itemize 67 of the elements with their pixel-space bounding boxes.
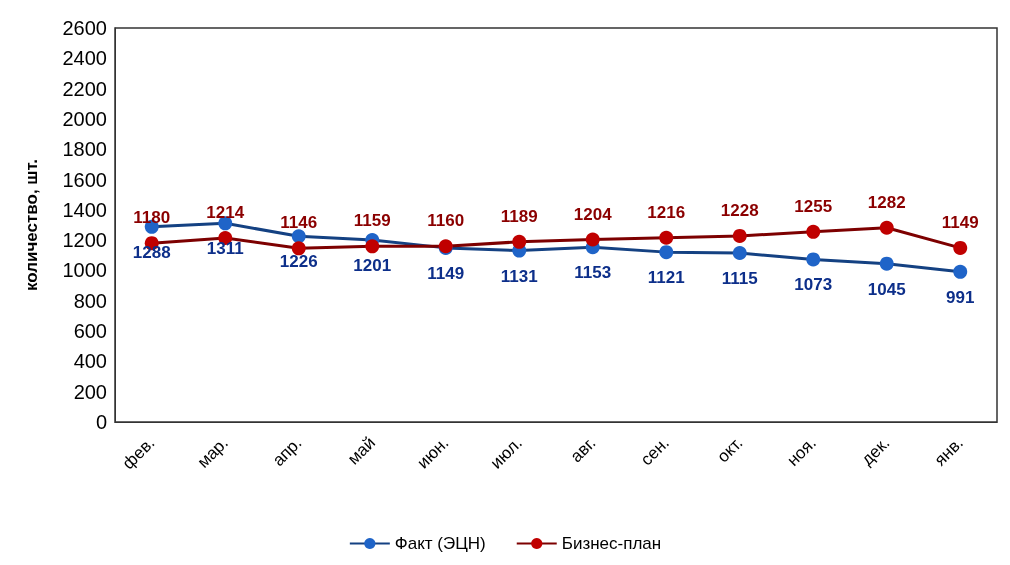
point xyxy=(879,256,894,271)
data-label: 1160 xyxy=(427,211,465,231)
point xyxy=(512,234,527,249)
y-tick-label: 600 xyxy=(73,320,107,343)
x-tick-label: фев. xyxy=(118,433,159,473)
y-tick-label: 2600 xyxy=(62,17,107,39)
data-label: 1201 xyxy=(353,256,392,275)
data-label: 1189 xyxy=(500,206,538,226)
point xyxy=(732,246,747,261)
data-label: 1311 xyxy=(206,239,244,259)
data-label: 1045 xyxy=(867,279,906,299)
y-axis-title: количество, шт. xyxy=(22,158,41,292)
data-label: 1121 xyxy=(647,268,685,288)
point xyxy=(953,264,968,279)
data-label: 1228 xyxy=(720,200,759,220)
y-tick-label: 2400 xyxy=(62,47,107,70)
point xyxy=(659,245,674,260)
y-tick-label: 1000 xyxy=(62,259,107,282)
data-label: 1131 xyxy=(500,266,538,286)
data-label: 1073 xyxy=(794,275,833,295)
y-tick-label: 2200 xyxy=(62,77,107,100)
data-label: 1216 xyxy=(647,202,686,222)
data-label: 1149 xyxy=(941,212,979,232)
y-tick-label: 400 xyxy=(73,350,107,373)
y-tick-label: 1200 xyxy=(62,229,107,252)
x-tick-label: дек. xyxy=(857,433,894,469)
point xyxy=(365,239,380,254)
x-tick-label: июн. xyxy=(413,433,453,473)
x-tick-label: авг. xyxy=(566,433,600,467)
data-label: 1214 xyxy=(206,203,245,223)
data-label: 1282 xyxy=(867,192,906,212)
data-label: 1255 xyxy=(794,196,833,216)
x-tick-label: окт. xyxy=(713,433,747,467)
x-tick-label: мар. xyxy=(193,433,232,472)
x-tick-label: янв. xyxy=(930,433,967,470)
y-tick-label: 200 xyxy=(73,380,107,403)
data-label: 1159 xyxy=(353,211,391,231)
y-tick-label: 2000 xyxy=(62,107,107,130)
point xyxy=(806,252,821,267)
x-tick-label: июл. xyxy=(486,433,526,473)
data-label: 1115 xyxy=(721,269,758,289)
point xyxy=(585,232,600,247)
point xyxy=(291,229,306,244)
y-tick-label: 1800 xyxy=(62,138,107,161)
x-tick-label: ноя. xyxy=(783,433,820,470)
data-label: 1226 xyxy=(279,252,318,272)
point xyxy=(879,220,894,235)
x-tick-label: апр. xyxy=(268,433,306,470)
point xyxy=(291,241,306,256)
y-tick-label: 800 xyxy=(73,289,107,312)
data-label: 1288 xyxy=(132,242,171,262)
data-label: 1204 xyxy=(573,204,613,224)
data-label: 1180 xyxy=(133,208,171,228)
point xyxy=(732,228,747,243)
y-tick-label: 0 xyxy=(95,411,107,433)
data-label: 1149 xyxy=(427,263,465,283)
data-label: 1146 xyxy=(280,213,318,233)
y-tick-label: 1600 xyxy=(62,168,107,191)
y-tick-label: 1400 xyxy=(62,198,107,221)
x-tick-label: сен. xyxy=(636,433,673,470)
data-label: 1153 xyxy=(574,263,612,283)
legend-label: Бизнес-план xyxy=(561,534,662,553)
point xyxy=(953,240,968,255)
point xyxy=(659,230,674,245)
legend-label: Факт (ЭЦН) xyxy=(394,534,486,553)
point xyxy=(806,224,821,239)
data-label: 991 xyxy=(946,287,975,307)
